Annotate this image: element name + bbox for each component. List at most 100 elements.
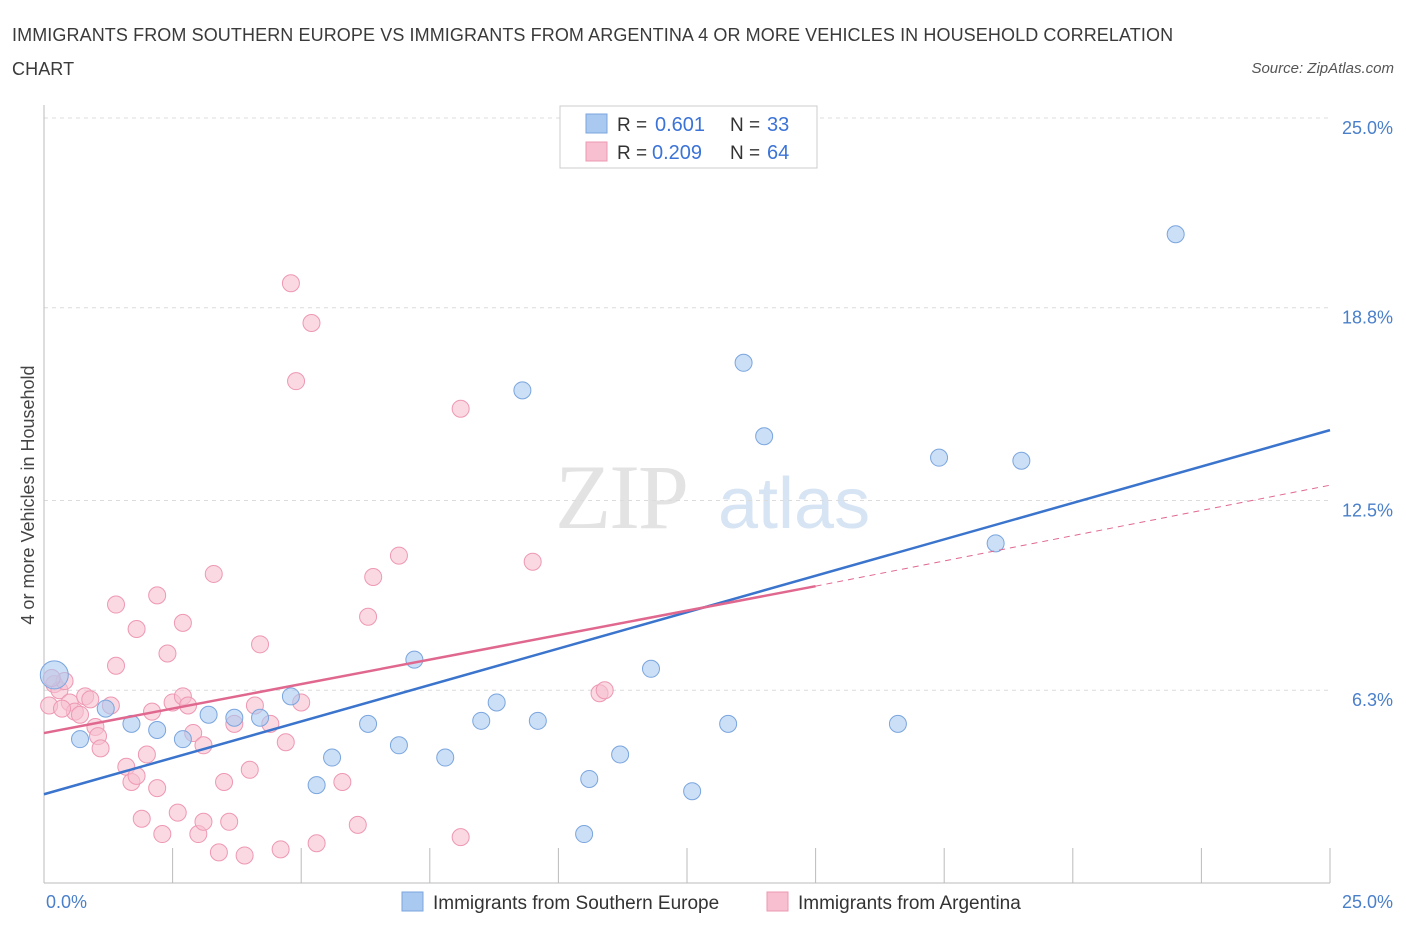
data-point-southern-europe <box>96 699 115 718</box>
bottom-legend-label-argentina: Immigrants from Argentina <box>798 893 1021 914</box>
data-point-argentina <box>523 552 542 571</box>
data-point-argentina <box>359 607 378 626</box>
data-point-argentina <box>107 595 126 614</box>
stats-legend: R = 0.601 N = 33 R = 0.209 N = 64 <box>559 105 818 169</box>
data-point-southern-europe <box>528 711 547 730</box>
trend-line-argentina <box>43 584 816 735</box>
data-point-southern-europe <box>472 711 491 730</box>
data-point-argentina <box>271 840 290 859</box>
data-point-southern-europe <box>487 693 506 712</box>
legend-r-label: R = <box>617 115 647 136</box>
x-tick-label: 0.0% <box>46 892 87 912</box>
legend-n-label: N = <box>730 143 760 164</box>
x-tick-label: 25.0% <box>1342 892 1393 912</box>
data-point-southern-europe <box>405 650 424 669</box>
data-point-southern-europe <box>39 660 69 690</box>
data-point-southern-europe <box>641 659 660 678</box>
data-point-argentina <box>81 690 100 709</box>
data-point-argentina <box>281 274 300 293</box>
series-southern-europe <box>39 225 1185 844</box>
data-point-argentina <box>451 399 470 418</box>
data-point-argentina <box>389 546 408 565</box>
legend-swatch-southern-europe <box>585 113 608 134</box>
data-point-southern-europe <box>683 782 702 801</box>
data-point-southern-europe <box>199 705 218 724</box>
data-point-argentina <box>595 681 614 700</box>
x-tick-labels: 0.0% 25.0% <box>46 892 1393 912</box>
data-point-argentina <box>153 825 172 844</box>
data-point-southern-europe <box>71 730 90 749</box>
data-point-argentina <box>204 564 223 583</box>
data-point-southern-europe <box>580 769 599 788</box>
watermark: ZIP atlas <box>555 446 870 548</box>
bottom-legend-swatch-southern-europe <box>401 891 424 912</box>
legend-n-value-argentina: 64 <box>767 142 789 164</box>
data-point-argentina <box>348 815 367 834</box>
data-point-southern-europe <box>719 714 738 733</box>
legend-r-label: R = <box>617 143 647 164</box>
trend-lines <box>43 428 1331 796</box>
data-point-argentina <box>148 586 167 605</box>
data-point-argentina <box>132 809 151 828</box>
legend-n-label: N = <box>730 115 760 136</box>
data-point-argentina <box>302 314 321 333</box>
data-point-argentina <box>235 846 254 865</box>
data-point-argentina <box>451 828 470 847</box>
chart-title: IMMIGRANTS FROM SOUTHERN EUROPE VS IMMIG… <box>12 25 1174 79</box>
source-label: Source: ZipAtlas.com <box>1251 60 1394 77</box>
data-point-southern-europe <box>930 448 949 467</box>
data-point-argentina <box>107 656 126 675</box>
legend-n-value-southern-europe: 33 <box>767 114 789 136</box>
watermark-zip: ZIP <box>555 446 687 548</box>
y-axis-title: 4 or more Vehicles in Household <box>18 365 38 624</box>
data-point-argentina <box>91 739 110 758</box>
y-tick-labels: 6.3% 12.5% 18.8% 25.0% <box>1342 118 1393 710</box>
data-point-argentina <box>307 834 326 853</box>
data-point-southern-europe <box>323 748 342 767</box>
data-point-argentina <box>220 812 239 831</box>
data-point-argentina <box>215 773 234 792</box>
data-point-southern-europe <box>251 708 270 727</box>
legend-r-value-argentina: 0.209 <box>652 142 702 164</box>
data-point-argentina <box>173 613 192 632</box>
series-legend: Immigrants from Southern Europe Immigran… <box>401 891 1021 914</box>
data-point-argentina <box>364 568 383 586</box>
data-point-southern-europe <box>148 721 167 739</box>
watermark-atlas: atlas <box>718 464 870 544</box>
data-point-southern-europe <box>436 748 455 767</box>
data-point-southern-europe <box>575 825 594 844</box>
y-tick-label: 18.8% <box>1342 308 1393 328</box>
data-point-southern-europe <box>307 776 326 795</box>
data-point-southern-europe <box>281 687 300 706</box>
data-point-southern-europe <box>389 736 408 755</box>
data-point-argentina <box>333 773 352 792</box>
data-point-argentina <box>251 635 270 654</box>
data-point-argentina <box>194 812 213 831</box>
data-point-argentina <box>148 779 167 798</box>
legend-r-value-southern-europe: 0.601 <box>655 114 705 136</box>
bottom-legend-label-southern-europe: Immigrants from Southern Europe <box>433 893 719 914</box>
data-point-argentina <box>53 699 72 718</box>
data-point-southern-europe <box>734 353 753 372</box>
data-point-argentina <box>209 843 228 862</box>
grid-lines <box>44 117 1330 691</box>
data-point-southern-europe <box>359 714 378 733</box>
data-point-argentina <box>158 644 177 663</box>
y-tick-label: 25.0% <box>1342 118 1393 138</box>
trend-line-southern-europe <box>43 428 1331 796</box>
data-point-argentina <box>287 372 306 391</box>
data-point-southern-europe <box>755 427 774 446</box>
data-point-southern-europe <box>1012 451 1031 470</box>
data-point-argentina <box>276 733 295 752</box>
data-point-southern-europe <box>986 534 1005 553</box>
data-point-southern-europe <box>513 381 532 400</box>
y-tick-label: 6.3% <box>1352 690 1393 710</box>
data-point-southern-europe <box>1166 225 1185 244</box>
data-point-southern-europe <box>225 708 244 727</box>
data-point-southern-europe <box>173 730 192 749</box>
bottom-legend-swatch-argentina <box>766 891 789 912</box>
y-tick-label: 12.5% <box>1342 501 1393 521</box>
data-point-argentina <box>137 745 156 764</box>
x-axis-ticks <box>43 848 1331 883</box>
